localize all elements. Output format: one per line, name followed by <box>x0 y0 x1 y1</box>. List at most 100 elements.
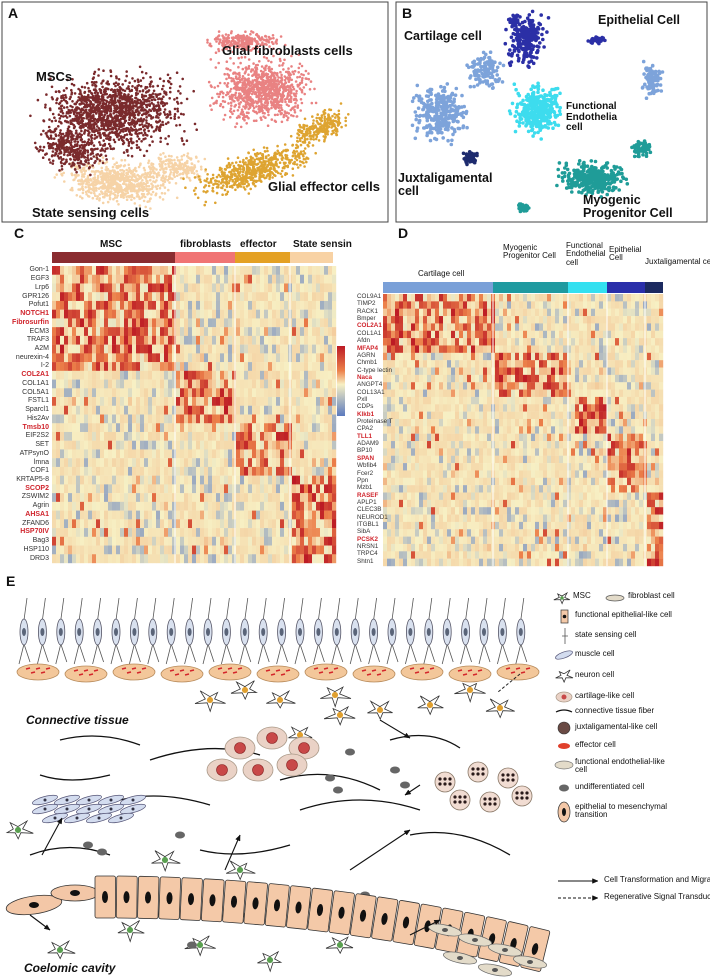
heatmap-cell <box>403 338 408 346</box>
heatmap-cell <box>184 344 189 354</box>
heatmap-cell <box>419 426 424 434</box>
heatmap-cell <box>655 323 660 331</box>
heatmap-cell <box>132 449 137 459</box>
heatmap-cell <box>627 345 632 354</box>
heatmap-cell <box>312 414 317 424</box>
heatmap-cell <box>272 292 277 302</box>
heatmap-cell <box>280 283 285 293</box>
heatmap-cell <box>411 316 416 324</box>
heatmap-cell <box>308 449 313 459</box>
heatmap-cell <box>623 426 628 434</box>
heatmap-cell <box>535 411 540 420</box>
heatmap-cell <box>523 536 528 545</box>
heatmap-cell <box>128 283 133 293</box>
heatmap-cell <box>84 292 89 302</box>
heatmap-cell <box>527 551 532 559</box>
heatmap-cell <box>144 388 149 398</box>
heatmap-cell <box>559 492 564 501</box>
heatmap-cell <box>296 362 301 372</box>
heatmap-cell <box>100 266 105 275</box>
heatmap-cell <box>224 423 229 433</box>
heatmap-cell <box>415 345 420 354</box>
heatmap-cell <box>244 327 249 337</box>
heatmap-cell <box>132 475 137 485</box>
heatmap-cell <box>395 426 400 434</box>
heatmap-cell <box>76 405 81 415</box>
heatmap-cell <box>196 379 201 389</box>
heatmap-cell <box>651 330 656 339</box>
heatmap-cell <box>152 388 157 398</box>
heatmap-cell <box>220 292 225 302</box>
heatmap-cell <box>208 353 213 363</box>
heatmap-cell <box>324 388 329 398</box>
heatmap-cell <box>427 433 432 442</box>
heatmap-cell <box>539 382 544 390</box>
heatmap-cell <box>519 536 524 545</box>
heatmap-cell <box>216 292 221 302</box>
heatmap-cell <box>224 528 229 537</box>
heatmap-cell <box>64 327 69 337</box>
heatmap-cell <box>184 431 189 441</box>
heatmap-cell <box>324 475 329 485</box>
heatmap-cell <box>72 440 77 450</box>
heatmap-cell <box>184 327 189 337</box>
heatmap-cell <box>256 528 261 537</box>
heatmap-cell <box>499 396 504 405</box>
heatmap-cell <box>563 316 568 324</box>
heatmap-cell <box>272 510 277 520</box>
heatmap-cell <box>611 374 616 383</box>
heatmap-cell <box>435 345 440 354</box>
heatmap-cell <box>423 396 428 405</box>
heatmap-cell <box>300 475 305 485</box>
heatmap-cell <box>220 397 225 406</box>
heatmap-cell <box>184 292 189 302</box>
heatmap-cell <box>499 433 504 442</box>
heatmap-cell <box>196 397 201 406</box>
heatmap-cell <box>427 294 432 302</box>
heatmap-cell <box>519 360 524 368</box>
heatmap-cell <box>423 448 428 456</box>
heatmap-cell <box>487 514 492 523</box>
heatmap-cell <box>100 353 105 363</box>
heatmap-cell <box>515 463 520 471</box>
heatmap-cell <box>116 431 121 441</box>
heatmap-cell <box>176 528 181 537</box>
heatmap-cell <box>655 551 660 559</box>
heatmap-cell <box>120 528 125 537</box>
heatmap-cell <box>503 485 508 493</box>
heatmap-cell <box>108 388 113 398</box>
heatmap-cell <box>459 338 464 346</box>
heatmap-cell <box>184 510 189 520</box>
heatmap-cell <box>659 316 664 324</box>
heatmap-cell <box>304 379 309 389</box>
heatmap-cell <box>603 367 608 376</box>
heatmap-cell <box>647 507 652 515</box>
heatmap-cell <box>415 426 420 434</box>
heatmap-cell <box>403 345 408 354</box>
heatmap-cell <box>415 455 420 464</box>
heatmap-cell <box>64 545 69 555</box>
heatmap-cell <box>587 536 592 545</box>
heatmap-cell <box>475 492 480 501</box>
heatmap-cell <box>332 545 337 555</box>
heatmap-cell <box>447 411 452 420</box>
heatmap-cell <box>511 418 516 427</box>
heatmap-cell <box>471 389 476 398</box>
heatmap-cell <box>579 433 584 442</box>
heatmap-cell <box>503 441 508 449</box>
heatmap-cell <box>144 353 149 363</box>
heatmap-cell <box>248 283 253 293</box>
heatmap-cell <box>224 300 229 310</box>
heatmap-cell <box>192 545 197 555</box>
heatmap-cell <box>168 510 173 520</box>
heatmap-cell <box>64 519 69 529</box>
heatmap-cell <box>439 441 444 449</box>
heatmap-cell <box>172 458 177 468</box>
heatmap-cell <box>503 411 508 420</box>
heatmap-cell <box>76 423 81 433</box>
heatmap-cell <box>180 554 185 564</box>
heatmap-cell <box>308 510 313 520</box>
heatmap-cell <box>264 379 269 389</box>
heatmap-cell <box>328 405 333 415</box>
